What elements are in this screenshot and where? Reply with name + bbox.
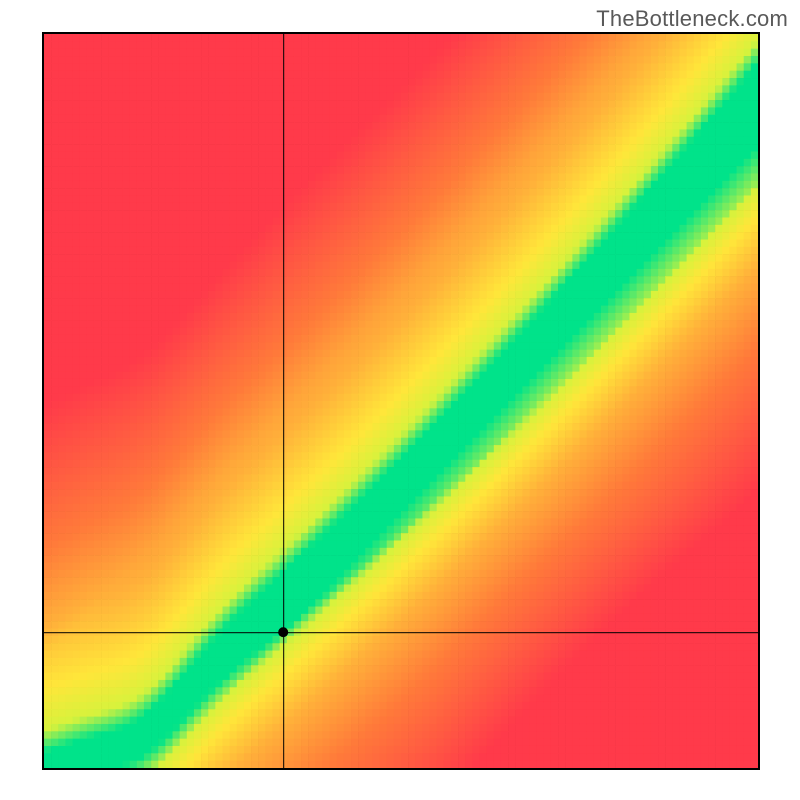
watermark-text: TheBottleneck.com: [596, 6, 788, 32]
chart-container: TheBottleneck.com: [0, 0, 800, 800]
bottleneck-heatmap: [0, 0, 800, 800]
